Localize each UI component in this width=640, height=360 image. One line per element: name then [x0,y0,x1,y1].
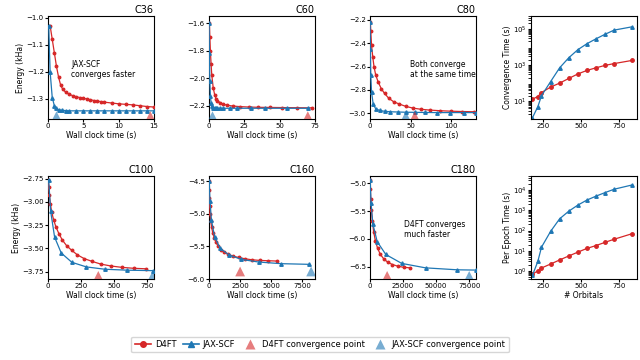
Point [303,113,313,119]
X-axis label: Wall clock time (s): Wall clock time (s) [66,291,136,300]
X-axis label: Wall clock time (s): Wall clock time (s) [227,291,297,300]
Point [145,113,156,119]
Text: C160: C160 [290,165,315,175]
Y-axis label: Energy (kHa): Energy (kHa) [12,202,21,252]
Point [93,273,104,279]
Point [235,269,245,274]
X-axis label: Wall clock time (s): Wall clock time (s) [388,131,458,140]
Legend: D4FT, JAX-SCF, D4FT convergence point, JAX-SCF convergence point: D4FT, JAX-SCF, D4FT convergence point, J… [131,337,509,352]
Point [464,273,474,279]
X-axis label: Wall clock time (s): Wall clock time (s) [227,131,297,140]
Text: C60: C60 [296,5,315,15]
Point [410,113,420,119]
X-axis label: # Orbitals: # Orbitals [564,291,604,300]
Point [382,273,392,279]
Point [401,113,411,119]
X-axis label: Wall clock time (s): Wall clock time (s) [66,131,136,140]
Text: C80: C80 [457,5,476,15]
Point [306,269,316,274]
Text: C180: C180 [451,165,476,175]
Text: C36: C36 [135,5,154,15]
Text: D4FT converges
much faster: D4FT converges much faster [404,220,465,239]
Y-axis label: Convergence Time (s): Convergence Time (s) [502,26,511,109]
X-axis label: Wall clock time (s): Wall clock time (s) [388,291,458,300]
Point [147,273,157,279]
Y-axis label: Per Epoch Time (s): Per Epoch Time (s) [502,192,511,263]
Text: Both converge
at the same time: Both converge at the same time [410,60,476,80]
Point [51,113,61,119]
Text: C100: C100 [129,165,154,175]
Point [207,113,218,119]
Y-axis label: Energy (kHa): Energy (kHa) [16,43,26,93]
Text: JAX-SCF
converges faster: JAX-SCF converges faster [71,60,136,80]
